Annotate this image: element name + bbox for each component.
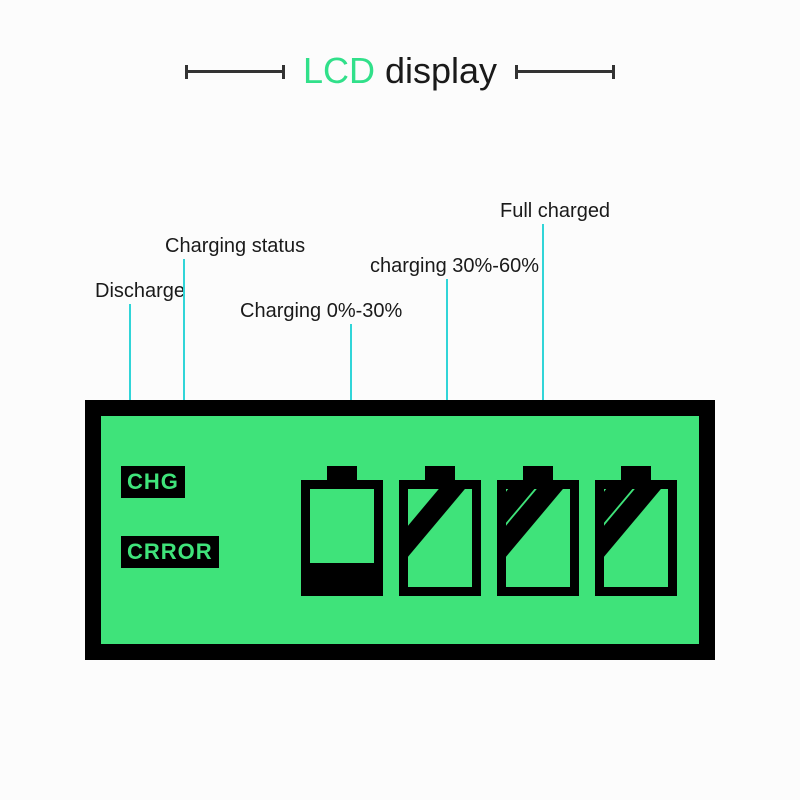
title-text: LCD display <box>303 50 497 92</box>
title-line-right <box>515 70 615 73</box>
callout-label-full-charged: Full charged <box>500 200 610 223</box>
callout-label-charging-status: Charging status <box>165 235 305 258</box>
title-lcd: LCD <box>303 50 375 91</box>
lcd-panel: CHG CRROR <box>85 400 715 660</box>
lcd-label-crror: CRROR <box>121 536 219 568</box>
callout-label-charging-0-30: Charging 0%-30% <box>240 300 402 323</box>
title-line-left <box>185 70 285 73</box>
battery-icon-b2 <box>399 466 481 596</box>
battery-icon-b3 <box>497 466 579 596</box>
battery-icon-b1 <box>301 466 383 596</box>
title-display: display <box>385 50 497 91</box>
lcd-screen: CHG CRROR <box>101 416 699 644</box>
callout-label-discharge: Discharge <box>95 280 185 303</box>
callout-label-charging-30-60: charging 30%-60% <box>370 255 539 278</box>
battery-icon-b4 <box>595 466 677 596</box>
page-title: LCD display <box>0 50 800 92</box>
lcd-label-chg: CHG <box>121 466 185 498</box>
